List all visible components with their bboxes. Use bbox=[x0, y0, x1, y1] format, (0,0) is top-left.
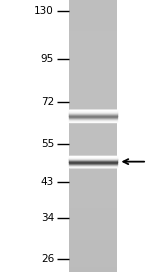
Bar bbox=[69, 109, 117, 113]
Text: 130: 130 bbox=[34, 6, 54, 16]
Bar bbox=[69, 22, 117, 27]
Bar bbox=[69, 267, 117, 272]
Bar bbox=[69, 163, 117, 167]
Bar bbox=[69, 245, 117, 249]
Bar bbox=[69, 18, 117, 22]
Bar bbox=[69, 31, 117, 36]
Bar bbox=[69, 227, 117, 231]
Bar bbox=[69, 217, 117, 222]
Bar bbox=[69, 199, 117, 204]
Bar bbox=[69, 249, 117, 254]
Bar bbox=[69, 263, 117, 267]
Bar bbox=[69, 186, 117, 190]
Bar bbox=[69, 36, 117, 40]
Bar bbox=[69, 167, 117, 172]
Bar bbox=[69, 90, 117, 95]
Bar bbox=[69, 154, 117, 158]
Text: 34: 34 bbox=[41, 213, 54, 223]
Bar bbox=[69, 231, 117, 235]
Bar bbox=[69, 63, 117, 68]
Bar bbox=[69, 54, 117, 59]
Bar bbox=[69, 258, 117, 263]
Bar bbox=[69, 240, 117, 245]
Bar bbox=[69, 0, 117, 4]
Bar bbox=[69, 99, 117, 104]
Bar bbox=[69, 77, 117, 81]
Bar bbox=[69, 113, 117, 117]
Bar bbox=[69, 145, 117, 149]
Bar bbox=[69, 195, 117, 199]
Bar bbox=[69, 68, 117, 72]
Bar bbox=[69, 235, 117, 240]
Bar bbox=[69, 177, 117, 181]
Bar bbox=[69, 104, 117, 109]
Bar bbox=[69, 213, 117, 217]
Bar bbox=[69, 127, 117, 131]
Bar bbox=[69, 95, 117, 99]
Bar bbox=[69, 86, 117, 90]
Bar bbox=[69, 27, 117, 31]
Bar bbox=[69, 140, 117, 145]
Bar bbox=[69, 49, 117, 54]
Bar bbox=[69, 45, 117, 49]
Bar bbox=[69, 172, 117, 177]
Bar bbox=[69, 59, 117, 63]
Text: 95: 95 bbox=[41, 54, 54, 64]
Bar bbox=[69, 190, 117, 195]
Text: 55: 55 bbox=[41, 139, 54, 149]
Bar bbox=[69, 131, 117, 136]
Bar bbox=[69, 40, 117, 45]
Bar bbox=[69, 136, 117, 140]
Bar bbox=[69, 149, 117, 154]
Bar bbox=[69, 4, 117, 9]
Bar bbox=[69, 9, 117, 13]
Bar bbox=[69, 204, 117, 208]
Bar bbox=[69, 81, 117, 86]
Bar bbox=[69, 158, 117, 163]
Text: 72: 72 bbox=[41, 97, 54, 107]
Bar bbox=[69, 72, 117, 77]
Bar bbox=[69, 117, 117, 122]
Bar bbox=[69, 208, 117, 213]
Text: 43: 43 bbox=[41, 177, 54, 187]
Bar bbox=[69, 181, 117, 186]
Bar bbox=[69, 254, 117, 258]
Bar bbox=[69, 122, 117, 127]
Text: 26: 26 bbox=[41, 254, 54, 264]
Bar bbox=[69, 222, 117, 227]
Bar bbox=[69, 13, 117, 18]
